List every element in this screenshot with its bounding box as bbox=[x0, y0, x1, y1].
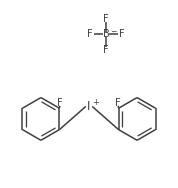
Text: B: B bbox=[103, 29, 109, 39]
Text: F: F bbox=[103, 14, 109, 24]
Text: F: F bbox=[119, 29, 125, 39]
Text: +: + bbox=[92, 98, 99, 107]
Text: F: F bbox=[115, 98, 121, 108]
Text: F: F bbox=[57, 98, 63, 108]
Text: F: F bbox=[87, 29, 93, 39]
Text: −: − bbox=[110, 27, 117, 36]
Text: I: I bbox=[87, 100, 91, 113]
Text: F: F bbox=[103, 45, 109, 55]
